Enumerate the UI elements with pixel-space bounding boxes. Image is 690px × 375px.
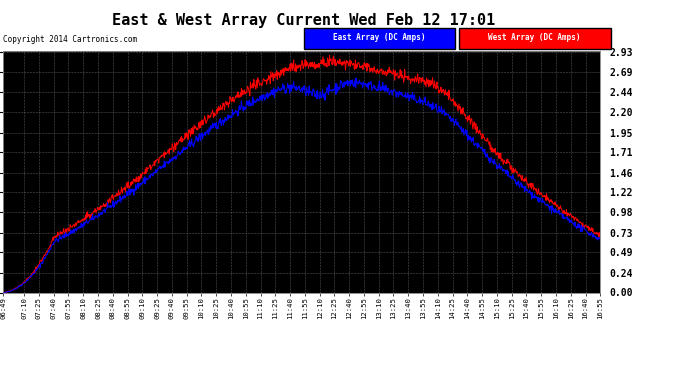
Text: East Array (DC Amps): East Array (DC Amps): [333, 33, 426, 42]
Text: West Array (DC Amps): West Array (DC Amps): [489, 33, 581, 42]
Text: East & West Array Current Wed Feb 12 17:01: East & West Array Current Wed Feb 12 17:…: [112, 13, 495, 28]
Text: Copyright 2014 Cartronics.com: Copyright 2014 Cartronics.com: [3, 35, 137, 44]
